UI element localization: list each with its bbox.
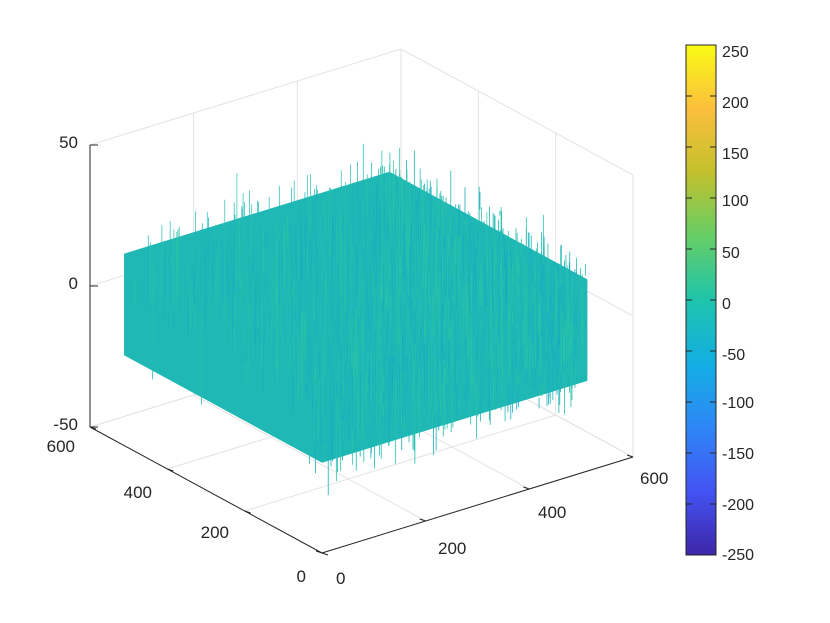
colorbar-tick-label: -50 <box>722 347 745 364</box>
y-tick-label: 200 <box>201 523 229 542</box>
x-tick-mark <box>523 486 530 490</box>
surface-mesh <box>124 143 588 496</box>
y-tick-label: 400 <box>124 483 152 502</box>
y-tick-mark <box>89 426 97 430</box>
x-tick-mark <box>315 550 323 554</box>
y-axis-line <box>89 426 323 554</box>
x-axis-line <box>321 456 634 554</box>
grid-line <box>244 414 556 512</box>
colorbar-ticks <box>686 44 716 556</box>
z-tick-label: 0 <box>69 274 78 293</box>
x-tick-label: 600 <box>640 469 668 488</box>
colorbar-tick-label: 200 <box>722 95 749 112</box>
z-tick-label: -50 <box>53 415 78 434</box>
colorbar-tick-label: -250 <box>722 547 754 564</box>
colorbar-tick-label: -100 <box>722 395 754 412</box>
colorbar-tick-label: 50 <box>722 245 740 262</box>
grid-line <box>400 48 634 176</box>
y-tick-mark <box>321 552 329 556</box>
grid-line <box>89 48 402 146</box>
colorbar-tick-label: 150 <box>722 146 749 163</box>
x-tick-label: 0 <box>336 569 345 588</box>
y-tick-mark <box>244 510 251 514</box>
y-tick-label: 600 <box>47 437 75 456</box>
x-tick-label: 400 <box>538 503 566 522</box>
colorbar-tick-label: 0 <box>722 296 731 313</box>
colorbar-tick-label: -150 <box>722 446 754 463</box>
colorbar-tick-label: -200 <box>722 497 754 514</box>
colorbar-tick-label: 250 <box>722 44 749 61</box>
y-tick-label: 0 <box>297 567 306 586</box>
x-tick-mark <box>626 454 634 458</box>
z-tick-label: 50 <box>59 133 78 152</box>
x-tick-mark <box>419 518 426 522</box>
colorbar-tick-label: 100 <box>722 193 749 210</box>
y-tick-mark <box>167 468 174 472</box>
x-tick-label: 200 <box>438 539 466 558</box>
axes-lines <box>89 144 634 556</box>
